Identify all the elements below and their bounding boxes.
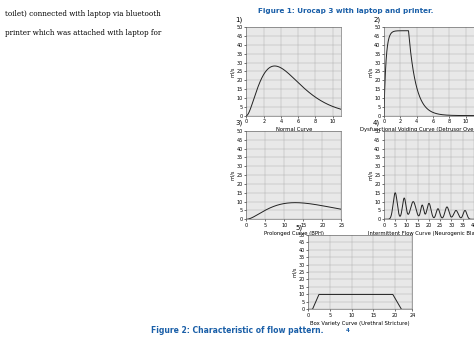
X-axis label: Prolonged Curve (BPH): Prolonged Curve (BPH) <box>264 231 324 236</box>
Y-axis label: ml/s: ml/s <box>368 170 373 180</box>
Text: 4): 4) <box>373 120 380 126</box>
Text: 5): 5) <box>296 224 303 231</box>
Y-axis label: ml/s: ml/s <box>368 66 373 76</box>
Text: 1): 1) <box>235 16 242 23</box>
Text: 2): 2) <box>373 16 380 23</box>
Text: Figure 1: Urocap 3 with laptop and printer.: Figure 1: Urocap 3 with laptop and print… <box>258 8 434 15</box>
Y-axis label: ml/s: ml/s <box>230 66 236 76</box>
X-axis label: Box Variety Curve (Urethral Stricture): Box Variety Curve (Urethral Stricture) <box>310 321 410 326</box>
Text: 3): 3) <box>235 120 242 126</box>
Y-axis label: ml/s: ml/s <box>230 170 236 180</box>
X-axis label: Dysfunctional Voiding Curve (Detrusor Overactivity): Dysfunctional Voiding Curve (Detrusor Ov… <box>360 127 474 132</box>
Text: toilet) connected with laptop via bluetooth: toilet) connected with laptop via blueto… <box>5 10 161 18</box>
X-axis label: Intermittent Flow Curve (Neurogenic Bladder): Intermittent Flow Curve (Neurogenic Blad… <box>368 231 474 236</box>
Text: printer which was attached with laptop for: printer which was attached with laptop f… <box>5 29 161 37</box>
X-axis label: Normal Curve: Normal Curve <box>276 127 312 132</box>
Text: 4: 4 <box>346 327 349 333</box>
Text: Figure 2: Characteristic of flow pattern.: Figure 2: Characteristic of flow pattern… <box>151 326 323 335</box>
Y-axis label: ml/s: ml/s <box>292 267 297 277</box>
